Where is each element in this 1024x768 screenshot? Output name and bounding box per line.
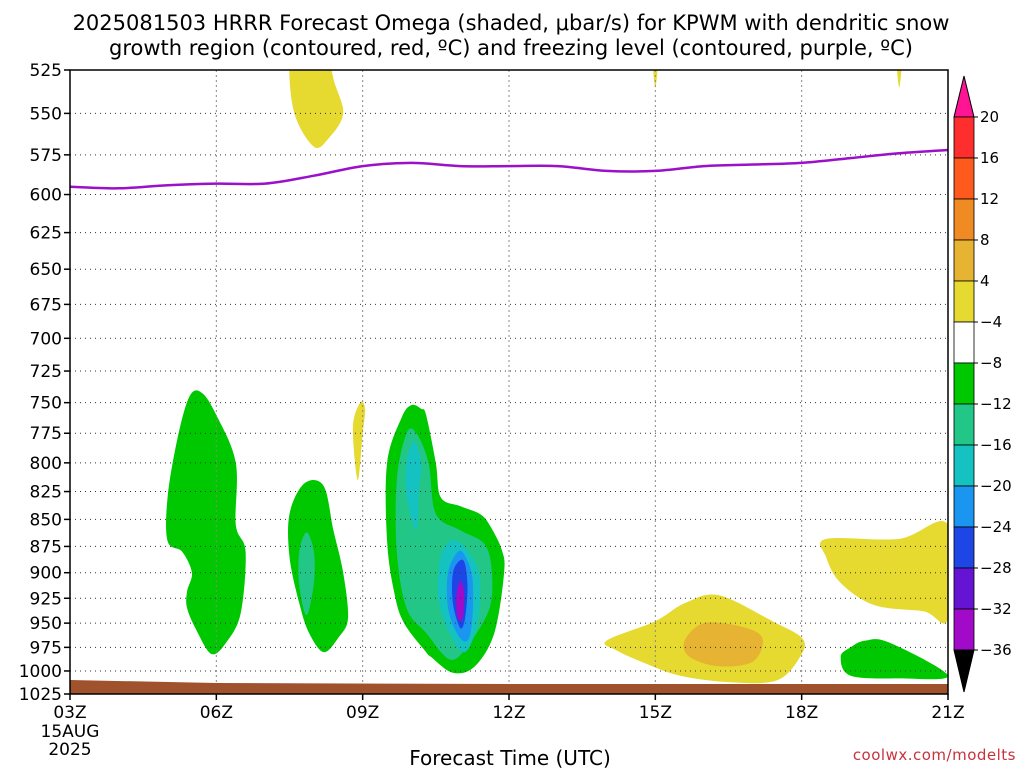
colorbar-segment-2 bbox=[953, 198, 975, 241]
colorbar-bottom-arrow bbox=[953, 649, 975, 693]
colorbar-segment-11 bbox=[953, 567, 975, 610]
y-tick-label-7: 700 bbox=[30, 329, 62, 349]
omega-region-3 bbox=[352, 401, 366, 481]
x-axis-label: Forecast Time (UTC) bbox=[409, 746, 611, 768]
omega-region-13 bbox=[405, 441, 422, 531]
y-tick-label-6: 675 bbox=[30, 295, 62, 315]
omega-region-0 bbox=[289, 70, 344, 148]
colorbar-segment-7 bbox=[953, 403, 975, 446]
y-tick-label-10: 775 bbox=[30, 424, 62, 444]
x-date-day: 15AUG bbox=[41, 722, 100, 742]
y-tick-label-4: 625 bbox=[30, 224, 62, 244]
terrain-fill bbox=[70, 680, 948, 694]
y-tick-label-12: 825 bbox=[30, 483, 62, 503]
colorbar-segment-3 bbox=[953, 239, 975, 282]
chart-title-line2: growth region (contoured, red, ºC) and f… bbox=[109, 36, 913, 60]
colorbar-label-8: −16 bbox=[980, 436, 1012, 454]
omega-region-9 bbox=[287, 480, 349, 653]
credit-text: coolwx.com/modelts bbox=[853, 746, 1016, 764]
colorbar-segment-1 bbox=[953, 157, 975, 200]
colorbar-segment-4 bbox=[953, 280, 975, 323]
omega-region-6 bbox=[820, 521, 948, 624]
y-tick-label-17: 950 bbox=[30, 614, 62, 634]
omega-region-5 bbox=[683, 622, 763, 667]
colorbar-label-4: 4 bbox=[980, 272, 990, 290]
y-tick-label-8: 725 bbox=[30, 362, 62, 382]
colorbar-segment-9 bbox=[953, 485, 975, 528]
y-tick-label-16: 925 bbox=[30, 589, 62, 609]
colorbar-label-0: 20 bbox=[980, 108, 999, 126]
y-tick-label-5: 650 bbox=[30, 260, 62, 280]
omega-region-1 bbox=[653, 70, 658, 88]
x-tick-label-2: 09Z bbox=[346, 703, 379, 723]
y-tick-label-3: 600 bbox=[30, 186, 62, 206]
chart-title-line1: 2025081503 HRRR Forecast Omega (shaded, … bbox=[73, 11, 950, 35]
y-tick-label-11: 800 bbox=[30, 454, 62, 474]
colorbar-segment-6 bbox=[953, 362, 975, 405]
terrain-band bbox=[70, 680, 948, 694]
x-tick-label-1: 06Z bbox=[200, 703, 233, 723]
colorbar: 20 16 12 8 4 −4 −8 −12 −16 −20 −24 −28 −32 −36 bbox=[953, 75, 1012, 693]
y-tick-label-19: 1000 bbox=[19, 662, 62, 682]
y-axis-ticks: 525 550 575 600 625 650 675 700 725 750 775 800 825 8… bbox=[19, 61, 70, 705]
y-tick-label-1: 550 bbox=[30, 104, 62, 124]
x-axis-ticks: 03Z 06Z 09Z 12Z 15Z 18Z 21Z bbox=[53, 694, 965, 723]
omega-shading bbox=[166, 70, 948, 684]
x-tick-label-4: 15Z bbox=[639, 703, 672, 723]
x-tick-label-5: 18Z bbox=[785, 703, 818, 723]
colorbar-segment-12 bbox=[953, 608, 975, 651]
x-tick-label-6: 21Z bbox=[931, 703, 964, 723]
colorbar-label-10: −24 bbox=[980, 518, 1012, 536]
colorbar-label-9: −20 bbox=[980, 477, 1012, 495]
colorbar-segment-5 bbox=[953, 321, 975, 364]
colorbar-label-5: −4 bbox=[980, 313, 1002, 331]
freezing-level-contour bbox=[69, 148, 949, 190]
colorbar-label-7: −12 bbox=[980, 395, 1012, 413]
omega-region-7 bbox=[840, 639, 948, 680]
y-tick-label-13: 850 bbox=[30, 510, 62, 530]
colorbar-label-13: −36 bbox=[980, 641, 1012, 659]
colorbar-segment-10 bbox=[953, 526, 975, 569]
colorbar-label-1: 16 bbox=[980, 149, 999, 167]
plot-area bbox=[69, 69, 949, 695]
y-tick-label-0: 525 bbox=[30, 61, 62, 81]
colorbar-segment-0 bbox=[953, 116, 975, 159]
colorbar-label-12: −32 bbox=[980, 600, 1012, 618]
y-tick-label-2: 575 bbox=[30, 146, 62, 166]
x-date-year: 2025 bbox=[48, 740, 91, 760]
colorbar-label-11: −28 bbox=[980, 559, 1012, 577]
colorbar-label-3: 8 bbox=[980, 231, 990, 249]
colorbar-top-arrow bbox=[953, 75, 975, 118]
x-tick-label-3: 12Z bbox=[492, 703, 525, 723]
y-tick-label-14: 875 bbox=[30, 537, 62, 557]
colorbar-label-6: −8 bbox=[980, 354, 1002, 372]
y-tick-label-15: 900 bbox=[30, 564, 62, 584]
colorbar-segment-8 bbox=[953, 444, 975, 487]
y-tick-label-20: 1025 bbox=[19, 685, 62, 705]
y-tick-label-18: 975 bbox=[30, 638, 62, 658]
colorbar-label-2: 12 bbox=[980, 190, 999, 208]
omega-region-10 bbox=[298, 532, 315, 616]
gridlines bbox=[70, 70, 948, 694]
omega-region-17 bbox=[456, 580, 465, 622]
omega-region-2 bbox=[897, 70, 902, 88]
x-tick-label-0: 03Z bbox=[53, 703, 86, 723]
y-tick-label-9: 750 bbox=[30, 394, 62, 414]
omega-region-8 bbox=[166, 390, 246, 655]
freezing-level-line bbox=[69, 148, 949, 190]
